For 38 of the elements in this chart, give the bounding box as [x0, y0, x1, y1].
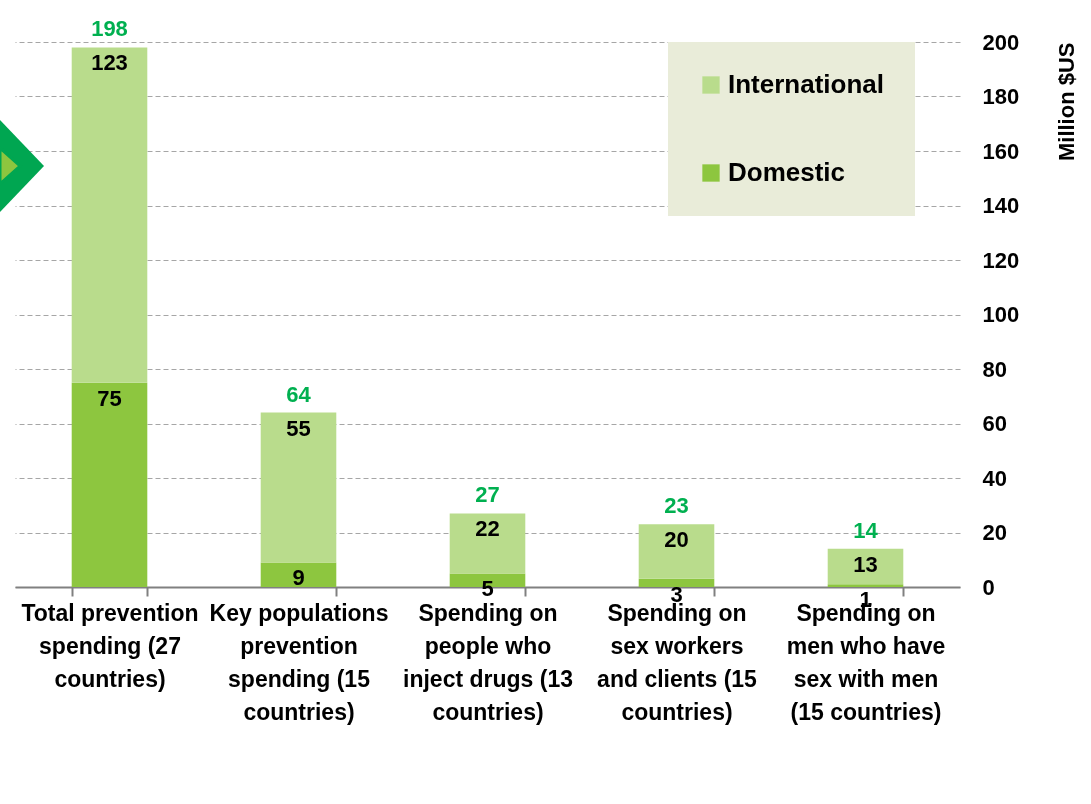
legend-label: Domestic [728, 157, 846, 187]
y-tick-label: 80 [982, 356, 1007, 382]
y-tick-label: 140 [982, 193, 1020, 218]
data-label: 13 [853, 551, 878, 577]
bar [827, 584, 904, 587]
data-label: 123 [91, 50, 128, 76]
bar [260, 562, 337, 587]
bar [71, 382, 148, 587]
x-tick-label: Total prevention spending (27 countries) [21, 599, 199, 692]
bar [449, 513, 526, 574]
bar [71, 47, 148, 383]
y-tick-label: 200 [982, 29, 1020, 55]
bar [260, 412, 337, 563]
data-label: 20 [664, 527, 689, 553]
total-label: 27 [475, 482, 500, 508]
y-tick-label: 60 [982, 411, 1007, 436]
total-label: 198 [91, 16, 128, 42]
y-tick-label: 0 [982, 574, 995, 600]
y-tick-label: 20 [982, 520, 1007, 545]
y-tick-label: 180 [982, 84, 1020, 109]
x-tick-label: Spending on people who inject drugs (13 countries) [403, 599, 573, 725]
bar [638, 524, 715, 579]
x-tick-label: Key populations prevention spending (15 countries) [209, 599, 389, 725]
total-label: 64 [286, 381, 312, 407]
bar [827, 548, 904, 585]
data-label: 55 [286, 415, 311, 441]
y-tick-label: 40 [982, 465, 1007, 491]
y-axis-title: Million $US [1053, 42, 1079, 162]
data-label: 9 [292, 565, 305, 591]
total-label: 14 [853, 517, 879, 543]
data-label: 75 [97, 385, 122, 411]
y-tick-label: 160 [982, 138, 1020, 164]
y-tick-label: 120 [982, 247, 1020, 273]
legend-label: International [728, 69, 885, 99]
total-label: 23 [664, 493, 689, 519]
y-tick-label: 100 [982, 302, 1020, 327]
data-label: 22 [475, 516, 500, 542]
bar [638, 578, 715, 587]
